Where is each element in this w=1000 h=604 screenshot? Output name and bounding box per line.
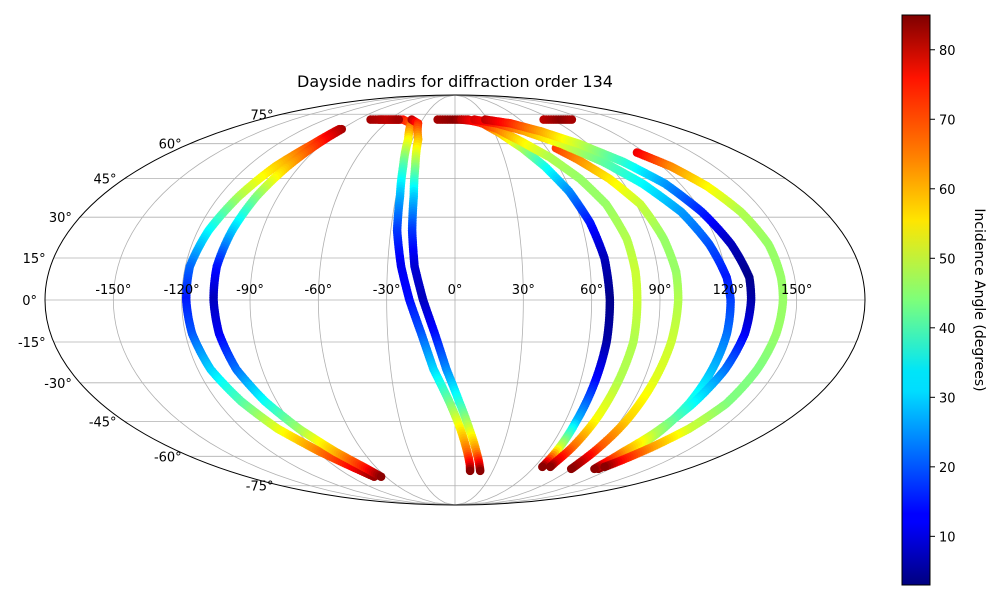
y-tick-labels: 75° 60° 45° 30° 15° 0° -15° -30° -45° -60° -75° <box>18 108 274 494</box>
colorbar-tick-label: 30 <box>939 391 956 406</box>
x-tick-label: 0° <box>448 283 463 298</box>
meridian-line <box>112 95 456 505</box>
data-point <box>376 472 386 481</box>
meridian-line <box>454 95 524 505</box>
x-tick-label: 120° <box>713 283 744 298</box>
y-tick-label: -45° <box>89 415 117 430</box>
x-tick-label: 90° <box>648 283 671 298</box>
colorbar-tick-label: 10 <box>939 530 956 545</box>
meridian-line <box>454 95 798 505</box>
x-tick-label: 150° <box>781 283 812 298</box>
meridian-line <box>454 95 593 505</box>
data-point <box>475 466 485 476</box>
x-tick-label: 30° <box>512 283 535 298</box>
y-tick-label: -30° <box>44 377 72 392</box>
data-point <box>566 464 576 474</box>
colorbar-label: Incidence Angle (degrees) <box>971 208 987 391</box>
x-tick-label: 60° <box>580 283 603 298</box>
colorbar-tick-label: 70 <box>939 113 956 128</box>
y-tick-label: 15° <box>23 252 46 267</box>
colorbar-tick-label: 50 <box>939 252 956 267</box>
data-point <box>567 115 577 124</box>
colorbar: 10 20 30 40 50 60 70 80 Incidence Angle (degree… <box>901 14 987 586</box>
meridian-line <box>181 95 456 505</box>
x-tick-label: -60° <box>304 283 332 298</box>
x-tick-label: -30° <box>373 283 401 298</box>
data-point <box>546 462 555 472</box>
meridian-line <box>317 95 456 505</box>
colorbar-tick-label: 80 <box>939 44 956 59</box>
map-boundary <box>44 94 866 506</box>
colorbar-tick-label: 20 <box>939 461 956 476</box>
x-tick-label: -120° <box>164 283 200 298</box>
y-tick-label: 0° <box>22 294 37 309</box>
colorbar-tick-label: 60 <box>939 183 956 198</box>
data-point <box>394 115 404 124</box>
data-points <box>181 115 788 481</box>
colorbar-tick-label: 40 <box>939 322 956 337</box>
y-tick-label: -75° <box>246 480 274 495</box>
chart-title: Dayside nadirs for diffraction order 134 <box>297 72 613 91</box>
graticule-grid <box>45 95 865 505</box>
y-tick-label: -60° <box>154 450 182 465</box>
data-point <box>590 464 599 474</box>
x-tick-label: -150° <box>95 283 131 298</box>
data-point <box>538 462 547 472</box>
y-tick-label: 60° <box>159 138 182 153</box>
y-tick-label: 30° <box>49 211 72 226</box>
data-point <box>465 466 475 476</box>
y-tick-label: 45° <box>94 173 117 188</box>
colorbar-ticks: 10 20 30 40 50 60 70 80 <box>930 44 956 545</box>
x-tick-label: -90° <box>236 283 264 298</box>
data-point <box>600 462 609 472</box>
y-tick-label: 75° <box>250 108 273 123</box>
colorbar-gradient <box>901 14 931 586</box>
x-tick-labels: -150° -120° -90° -60° -30° 0° 30° 60° 90° 120° 150… <box>95 283 812 298</box>
y-tick-label: -15° <box>18 336 46 351</box>
